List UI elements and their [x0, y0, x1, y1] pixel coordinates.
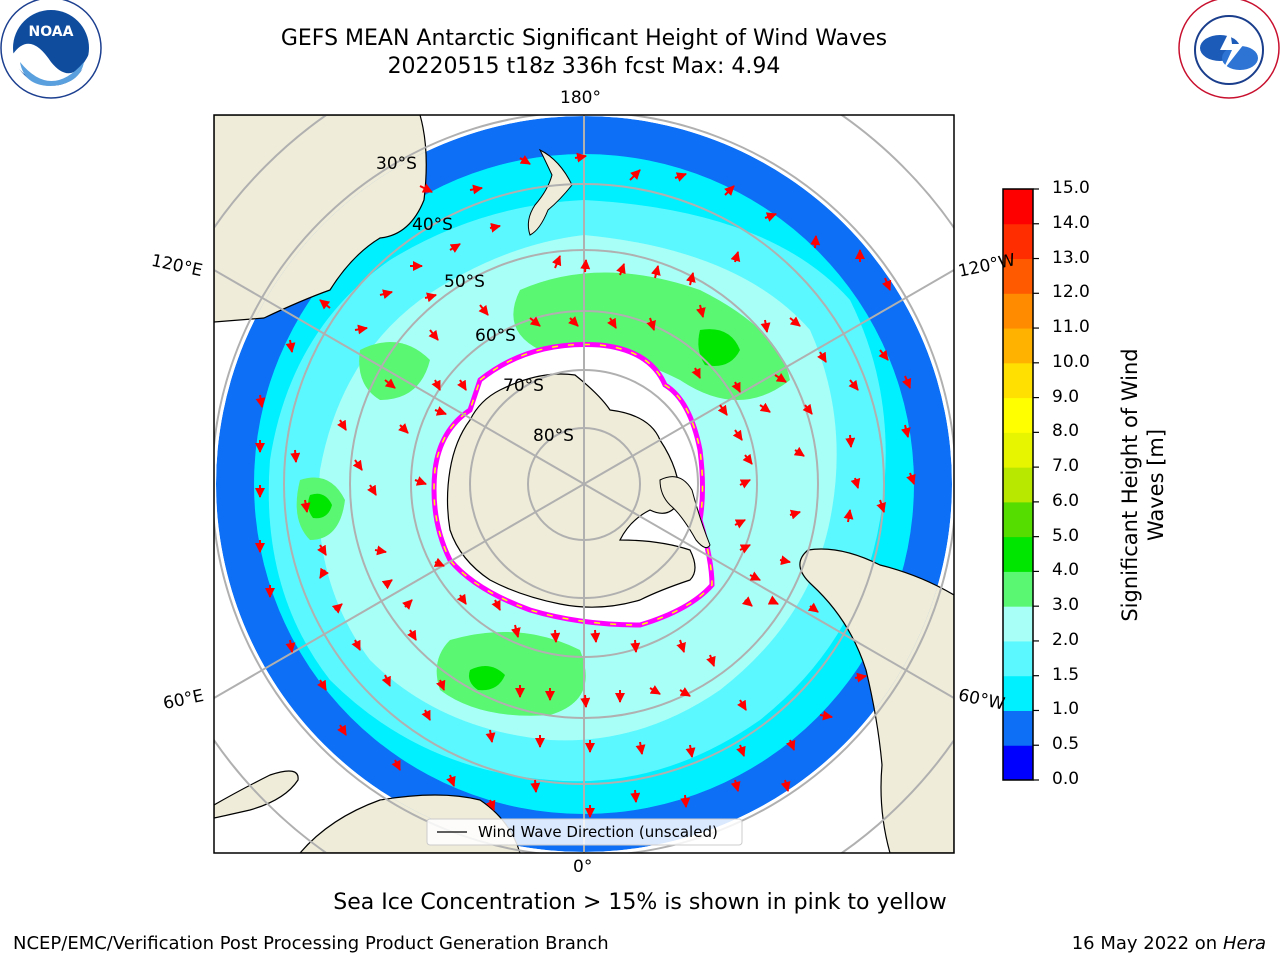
noaa-logo: NOAA — [0, 0, 102, 99]
colorbar-tick-label: 0.0 — [1052, 769, 1080, 789]
noaa-logo-text: NOAA — [29, 24, 74, 40]
colorbar-swatch — [1003, 223, 1033, 260]
colorbar-tick-label: 7.0 — [1052, 456, 1080, 477]
colorbar-swatch — [1003, 745, 1033, 781]
colorbar-tick-label: 6.0 — [1052, 490, 1080, 511]
nws-logo — [1178, 0, 1280, 99]
lat-label-50s: 50°S — [444, 272, 485, 292]
land-africa — [214, 770, 299, 819]
lat-label-40s: 40°S — [412, 215, 453, 235]
colorbar-swatch — [1003, 293, 1033, 329]
colorbar-swatch — [1003, 189, 1033, 225]
colorbar-swatch — [1003, 328, 1033, 364]
colorbar-tick-label: 4.0 — [1052, 560, 1080, 581]
map-panel: 30°S 40°S 50°S 60°S 70°S 80°S Wind Wave … — [214, 115, 954, 853]
colorbar-swatch — [1003, 501, 1033, 538]
colorbar-tick-label: 1.5 — [1052, 664, 1080, 685]
lon-label-0: 0° — [573, 857, 593, 877]
footer-date: 16 May 2022 on Hera — [1072, 933, 1266, 954]
colorbar-swatch — [1003, 640, 1033, 677]
lat-label-60s: 60°S — [475, 326, 516, 346]
colorbar-swatch — [1003, 536, 1033, 572]
colorbar-tick-label: 10.0 — [1052, 351, 1090, 372]
colorbar-tick-label: 0.5 — [1052, 734, 1080, 755]
colorbar-tick-label: 12.0 — [1052, 282, 1090, 303]
chart-title: GEFS MEAN Antarctic Significant Height o… — [280, 26, 888, 51]
colorbar-swatch — [1003, 675, 1033, 711]
footer-date-text: 16 May 2022 on — [1071, 933, 1218, 954]
footer-host: Hera — [1222, 933, 1266, 954]
colorbar-swatch — [1003, 258, 1033, 294]
graticule — [214, 115, 954, 853]
colorbar-tick-label: 2.0 — [1052, 629, 1080, 650]
colorbar-swatch — [1003, 432, 1033, 468]
lat-label-70s: 70°S — [503, 376, 544, 396]
colorbar-swatch — [1003, 710, 1033, 746]
colorbar-swatch — [1003, 467, 1033, 503]
land-antarctic-peninsula — [659, 476, 711, 549]
wind-arrows — [255, 152, 916, 818]
colorbar — [1003, 188, 1039, 781]
colorbar-tick-label: 8.0 — [1052, 421, 1080, 442]
colorbar-swatch — [1003, 362, 1033, 399]
colorbar-swatch — [1003, 606, 1033, 642]
colorbar-label-line1: Significant Height of Wind — [1118, 348, 1142, 622]
colorbar-tick-label: 3.0 — [1052, 595, 1080, 616]
map-legend: Wind Wave Direction (unscaled) — [426, 818, 743, 846]
lat-label-30s: 30°S — [376, 154, 417, 174]
colorbar-label-line2: Waves [m] — [1144, 428, 1168, 542]
lat-label-80s: 80°S — [533, 426, 574, 446]
colorbar-swatch — [1003, 397, 1033, 433]
sea-ice-note: Sea Ice Concentration > 15% is shown in … — [333, 890, 947, 915]
footer-branch: NCEP/EMC/Verification Post Processing Pr… — [13, 933, 609, 954]
colorbar-tick-label: 1.0 — [1052, 699, 1080, 720]
colorbar-tick-label: 15.0 — [1052, 178, 1090, 198]
legend-label: Wind Wave Direction (unscaled) — [478, 823, 718, 841]
lon-label-180: 180° — [560, 88, 601, 108]
colorbar-tick-label: 14.0 — [1052, 212, 1090, 233]
colorbar-tick-label: 11.0 — [1052, 317, 1090, 338]
colorbar-tick-label: 9.0 — [1052, 386, 1080, 407]
colorbar-swatch — [1003, 571, 1033, 607]
colorbar-tick-label: 13.0 — [1052, 247, 1090, 268]
colorbar-tick-label: 5.0 — [1052, 525, 1080, 546]
chart-subtitle: 20220515 t18z 336h fcst Max: 4.94 — [387, 54, 781, 79]
